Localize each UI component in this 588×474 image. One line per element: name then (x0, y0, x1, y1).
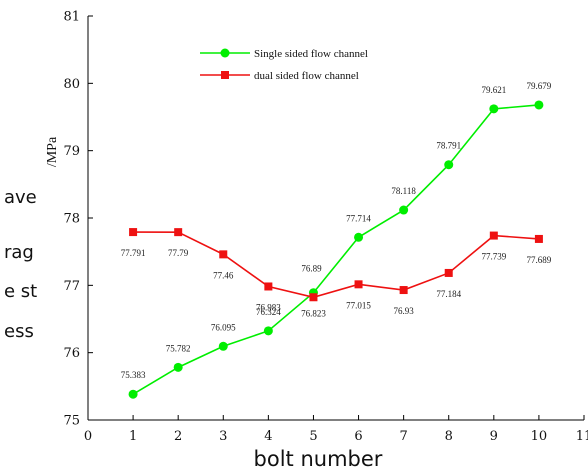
series-line (132, 104, 539, 395)
y-axis-label: ave rag e st ess (4, 187, 37, 342)
legend-marker (220, 48, 230, 58)
data-label: 76.823 (301, 308, 326, 318)
data-label: 77.015 (346, 300, 371, 310)
x-tick-label: 4 (264, 429, 272, 444)
legend-label: Single sided flow channel (254, 48, 368, 60)
data-point (354, 232, 364, 242)
data-label: 76.93 (394, 306, 415, 316)
data-label: 75.383 (121, 370, 146, 380)
data-point (444, 268, 453, 277)
data-point (489, 231, 498, 240)
data-point (263, 326, 273, 336)
y-tick-label: 75 (63, 414, 80, 429)
data-label: 77.79 (168, 248, 189, 258)
data-label: 75.782 (166, 343, 191, 353)
x-tick-label: 2 (174, 429, 182, 444)
data-label: 77.46 (213, 270, 234, 280)
data-point (444, 160, 454, 170)
data-label: 77.791 (121, 248, 146, 258)
data-point (399, 286, 408, 295)
y-tick-label: 79 (63, 144, 80, 159)
data-point (354, 280, 363, 289)
y-tick-label: 81 (63, 10, 80, 25)
data-point (219, 250, 228, 259)
y-axis-label-line: e st (4, 281, 37, 302)
y-tick-label: 76 (63, 346, 80, 361)
x-tick-label: 1 (129, 429, 137, 444)
data-point (218, 341, 228, 351)
data-label: 77.714 (346, 213, 371, 223)
data-label: 79.621 (481, 85, 506, 95)
data-point (534, 100, 544, 110)
chart-legend: Single sided flow channel dual sided flow… (200, 48, 368, 82)
y-axis-label-line: ess (4, 321, 34, 342)
x-tick-label: 11 (576, 429, 588, 444)
data-label: 76.89 (301, 264, 322, 274)
data-point (399, 205, 409, 215)
x-axis-ticks: 0 1 2 3 4 5 6 7 8 9 10 11 (84, 415, 588, 444)
data-label: 78.791 (436, 141, 461, 151)
x-tick-label: 0 (84, 429, 92, 444)
legend-entry-2: dual sided flow channel (200, 70, 359, 82)
data-point (309, 293, 318, 302)
series-line (133, 231, 539, 299)
data-point (534, 234, 543, 243)
x-tick-label: 9 (490, 429, 498, 444)
y-tick-label: 78 (63, 212, 80, 227)
y-tick-label: 80 (63, 77, 80, 92)
series-1 (128, 100, 544, 399)
x-tick-label: 6 (354, 429, 362, 444)
data-point (264, 282, 273, 291)
data-point (129, 228, 138, 237)
legend-label: dual sided flow channel (254, 70, 359, 82)
data-label: 76.324 (256, 307, 281, 317)
x-tick-label: 10 (531, 429, 548, 444)
data-label: 77.689 (527, 255, 552, 265)
data-label: 79.679 (527, 81, 552, 91)
y-tick-label: 77 (63, 279, 80, 294)
data-labels: 75.383 75.782 76.095 76.324 76.89 77.714 78.11… (121, 81, 552, 380)
data-point (489, 104, 499, 114)
x-tick-label: 7 (399, 429, 407, 444)
data-label: 77.739 (481, 252, 506, 262)
series-layer (128, 100, 544, 399)
data-label: 78.118 (391, 186, 416, 196)
data-label: 76.095 (211, 322, 236, 332)
x-tick-label: 8 (445, 429, 453, 444)
y-axis-label-line: ave (4, 187, 37, 208)
data-label: 76.983 (256, 302, 281, 312)
legend-entry-1: Single sided flow channel (200, 48, 368, 60)
x-tick-label: 3 (219, 429, 227, 444)
series-2 (129, 228, 543, 302)
y-axis-label-line: rag (4, 242, 34, 263)
y-axis-ticks: 75 76 77 78 79 80 81 (63, 10, 93, 429)
data-point (173, 362, 183, 372)
y-axis-unit: /MPa (45, 136, 60, 167)
data-label: 77.184 (436, 289, 461, 299)
data-point (174, 228, 183, 237)
x-axis-label: bolt number (254, 447, 383, 471)
data-point (128, 389, 138, 399)
x-tick-label: 5 (309, 429, 317, 444)
legend-marker (221, 71, 229, 79)
